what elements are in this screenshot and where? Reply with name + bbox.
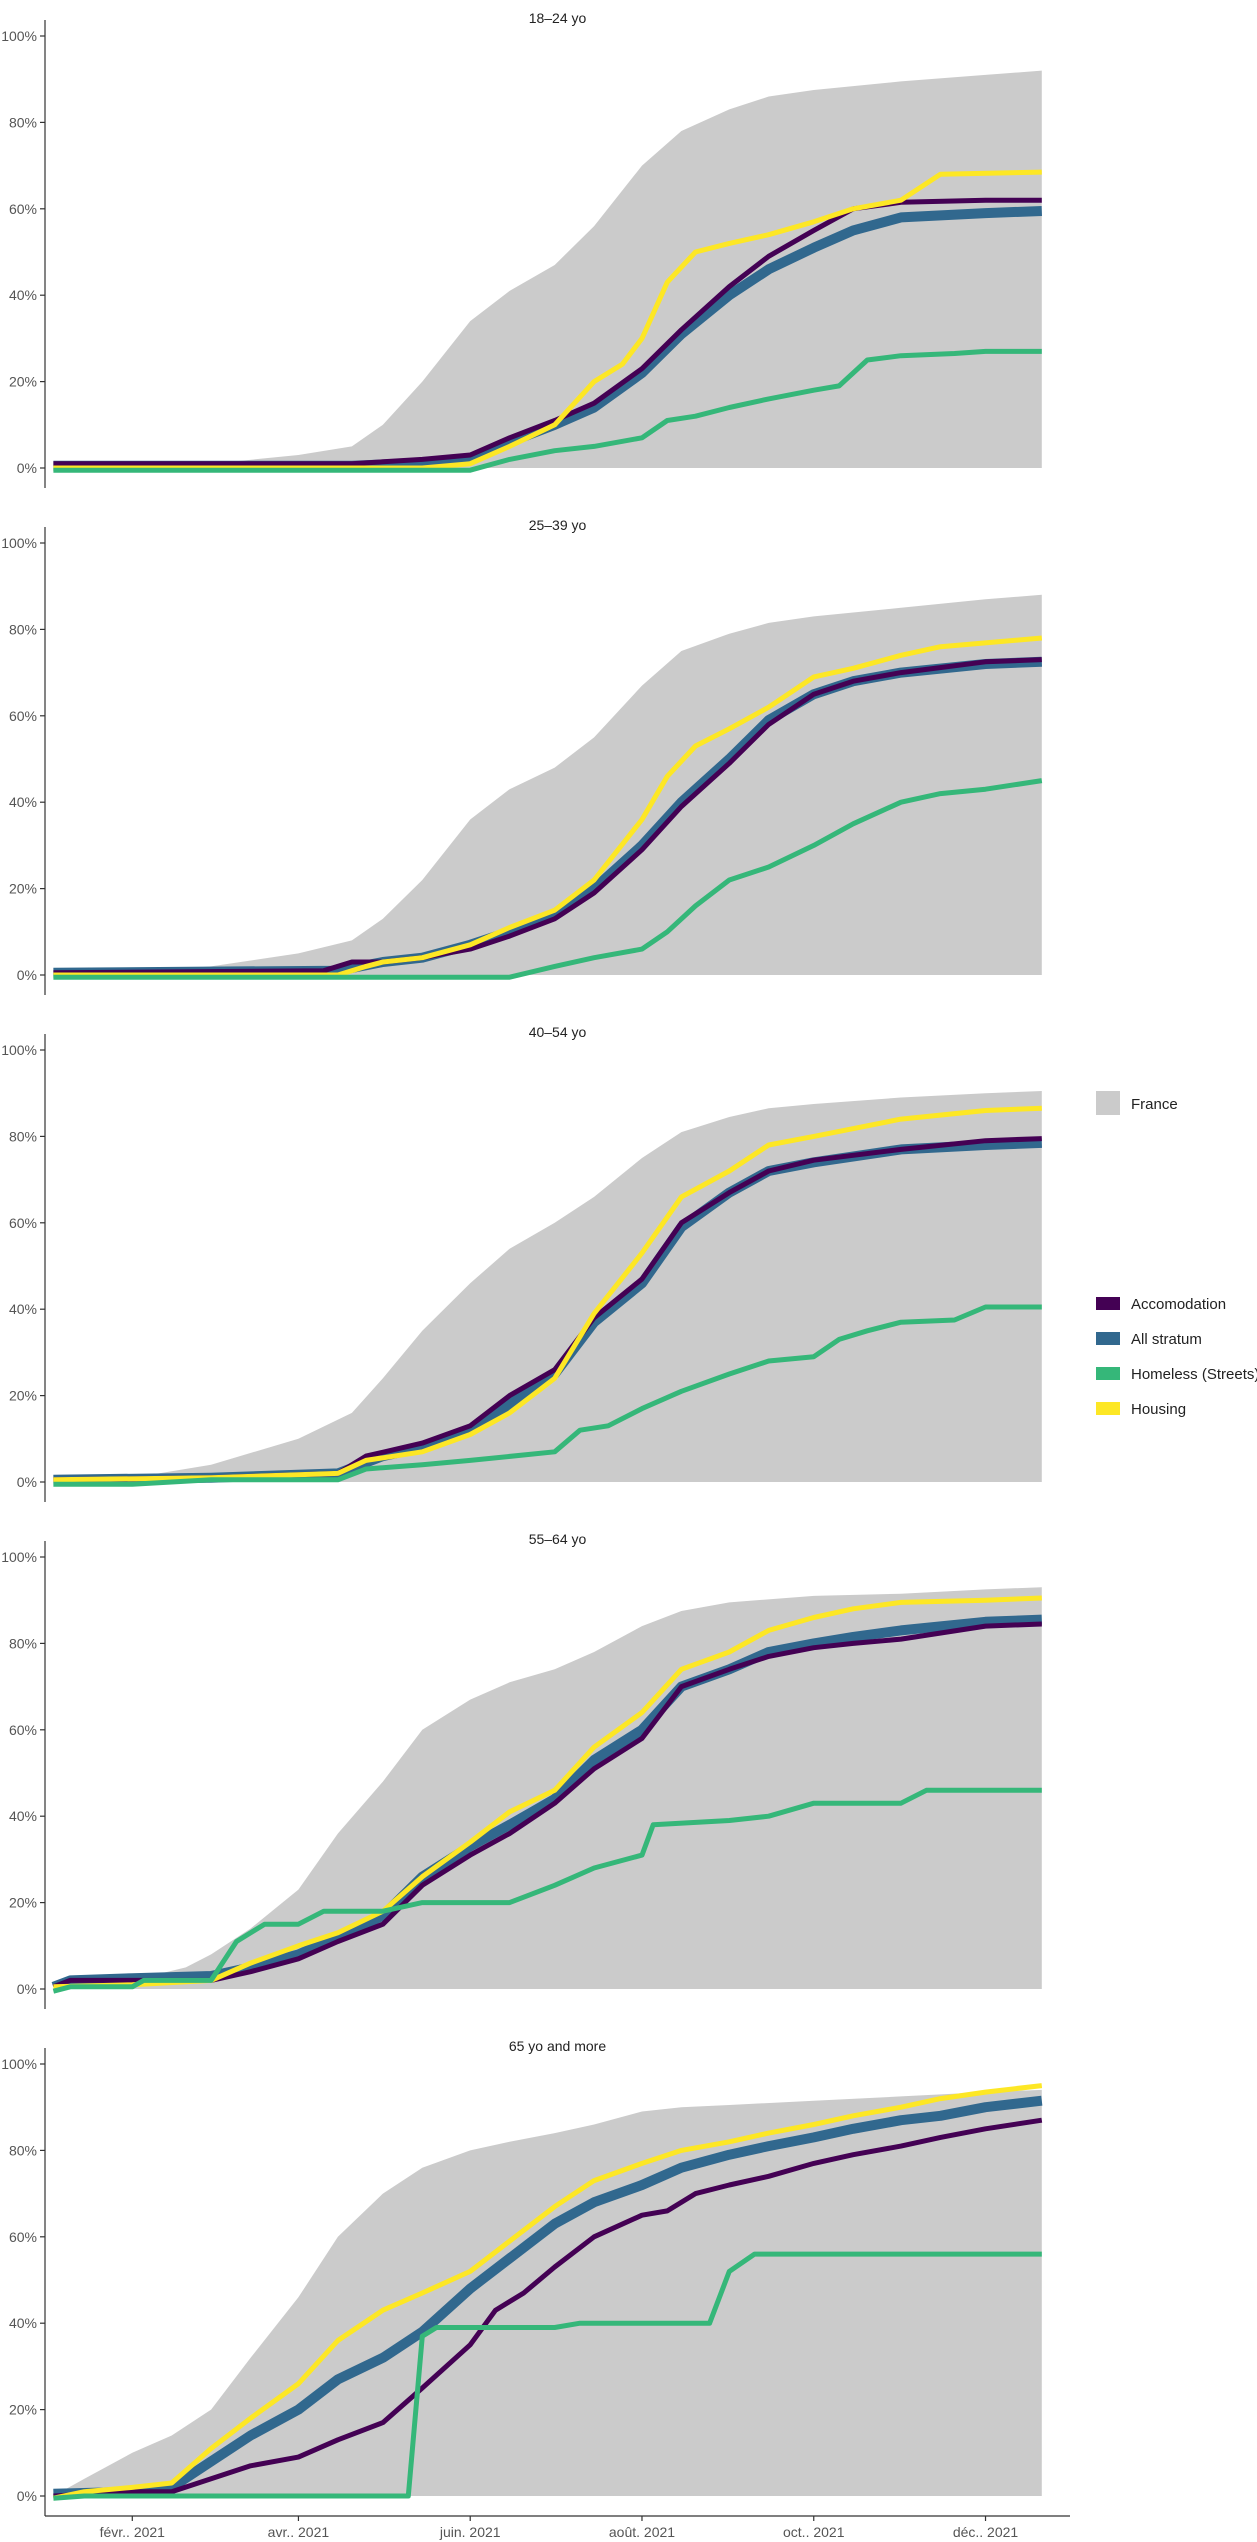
panel-4: 55–64 yo 0% 20% 40% 60% 80% 100% — [1, 1531, 1042, 2009]
y-tick-label: 100% — [1, 535, 37, 551]
x-tick-label: juin. 2021 — [439, 2524, 501, 2540]
legend-label-france: France — [1131, 1096, 1178, 1113]
y-tick-label: 0% — [17, 1474, 37, 1490]
y-tick-label: 60% — [9, 1722, 37, 1738]
legend-swatch-housing — [1096, 1402, 1120, 1415]
y-tick-label: 20% — [9, 881, 37, 897]
y-tick-label: 0% — [17, 2488, 37, 2504]
x-tick-label: oct.. 2021 — [783, 2524, 845, 2540]
y-tick-label: 40% — [9, 794, 37, 810]
y-tick-label: 20% — [9, 1895, 37, 1911]
panel-title: 25–39 yo — [529, 517, 587, 533]
area-france — [53, 1091, 1042, 1482]
y-tick-label: 40% — [9, 1301, 37, 1317]
legend-swatch-homeless-streets — [1096, 1367, 1120, 1380]
y-tick-label: 80% — [9, 114, 37, 130]
legend-entry-homeless-streets: Homeless (Streets) — [1096, 1366, 1257, 1383]
line-homeless-streets — [53, 348, 1042, 473]
y-tick-label: 0% — [17, 967, 37, 983]
legend-label-homeless-streets: Homeless (Streets) — [1131, 1366, 1257, 1383]
legend-entry-accomodation: Accomodation — [1096, 1296, 1226, 1313]
y-tick-label: 100% — [1, 1042, 37, 1058]
panel-title: 40–54 yo — [529, 1024, 587, 1040]
y-tick-label: 80% — [9, 2142, 37, 2158]
line-homeless-streets — [52, 1787, 1042, 1994]
line-accomodation — [53, 2117, 1043, 2499]
panel-1: 18–24 yo 0% 20% 40% 60% 80% 100% — [1, 10, 1042, 488]
y-tick-label: 80% — [9, 1635, 37, 1651]
y-tick-label: 100% — [1, 2056, 37, 2072]
line-homeless-streets — [53, 778, 1043, 980]
y-tick-label: 20% — [9, 1388, 37, 1404]
legend-entry-all-stratum: All stratum — [1096, 1331, 1202, 1348]
line-housing — [52, 2083, 1043, 2501]
line-accomodation — [52, 1621, 1042, 1990]
legend-swatch-all-stratum — [1096, 1332, 1120, 1345]
area-france — [53, 70, 1042, 468]
legend-swatch-france — [1096, 1091, 1120, 1115]
y-tick-label: 80% — [9, 621, 37, 637]
line-all-stratum — [53, 206, 1042, 471]
y-tick-label: 60% — [9, 2229, 37, 2245]
y-tick-label: 60% — [9, 1215, 37, 1231]
line-housing — [53, 635, 1043, 978]
y-tick-label: 100% — [1, 1549, 37, 1565]
legend-label-accomodation: Accomodation — [1131, 1296, 1226, 1313]
panel-title: 65 yo and more — [509, 2038, 606, 2054]
line-all-stratum — [53, 2095, 1043, 2499]
panel-title: 18–24 yo — [529, 10, 587, 26]
x-tick-label: août. 2021 — [609, 2524, 675, 2540]
area-france — [53, 1587, 1042, 1989]
panel-5: 65 yo and more 0% 20% 40% 60% 80% 100% févr.. 2… — [1, 2038, 1070, 2540]
y-tick-label: 20% — [9, 2402, 37, 2418]
legend-swatch-accomodation — [1096, 1297, 1120, 1310]
y-tick-label: 80% — [9, 1128, 37, 1144]
y-tick-label: 60% — [9, 201, 37, 217]
panel-title: 55–64 yo — [529, 1531, 587, 1547]
y-tick-label: 100% — [1, 28, 37, 44]
y-tick-label: 0% — [17, 460, 37, 476]
y-tick-label: 20% — [9, 374, 37, 390]
y-tick-label: 40% — [9, 2315, 37, 2331]
legend: France Accomodation All stratum Homeless… — [1096, 1091, 1257, 1418]
y-tick-label: 40% — [9, 1808, 37, 1824]
x-tick-label: déc.. 2021 — [953, 2524, 1019, 2540]
line-housing — [53, 169, 1042, 471]
panel-2: 25–39 yo 0% 20% 40% 60% 80% 100% — [1, 517, 1043, 995]
y-tick-label: 40% — [9, 287, 37, 303]
legend-label-housing: Housing — [1131, 1401, 1186, 1418]
x-tick-label: avr.. 2021 — [268, 2524, 330, 2540]
y-tick-label: 0% — [17, 1981, 37, 1997]
line-housing — [53, 1595, 1042, 1990]
legend-label-all-stratum: All stratum — [1131, 1331, 1202, 1348]
area-france — [53, 2089, 1042, 2496]
line-housing — [53, 1105, 1042, 1483]
legend-entry-housing: Housing — [1096, 1401, 1186, 1418]
x-tick-label: févr.. 2021 — [100, 2524, 166, 2540]
panel-3: 40–54 yo 0% 20% 40% 60% 80% 100% — [1, 1024, 1042, 1502]
legend-area-entry-france: France — [1096, 1091, 1178, 1115]
y-tick-label: 60% — [9, 708, 37, 724]
line-homeless-streets — [53, 1304, 1042, 1487]
line-homeless-streets — [53, 2251, 1042, 2501]
